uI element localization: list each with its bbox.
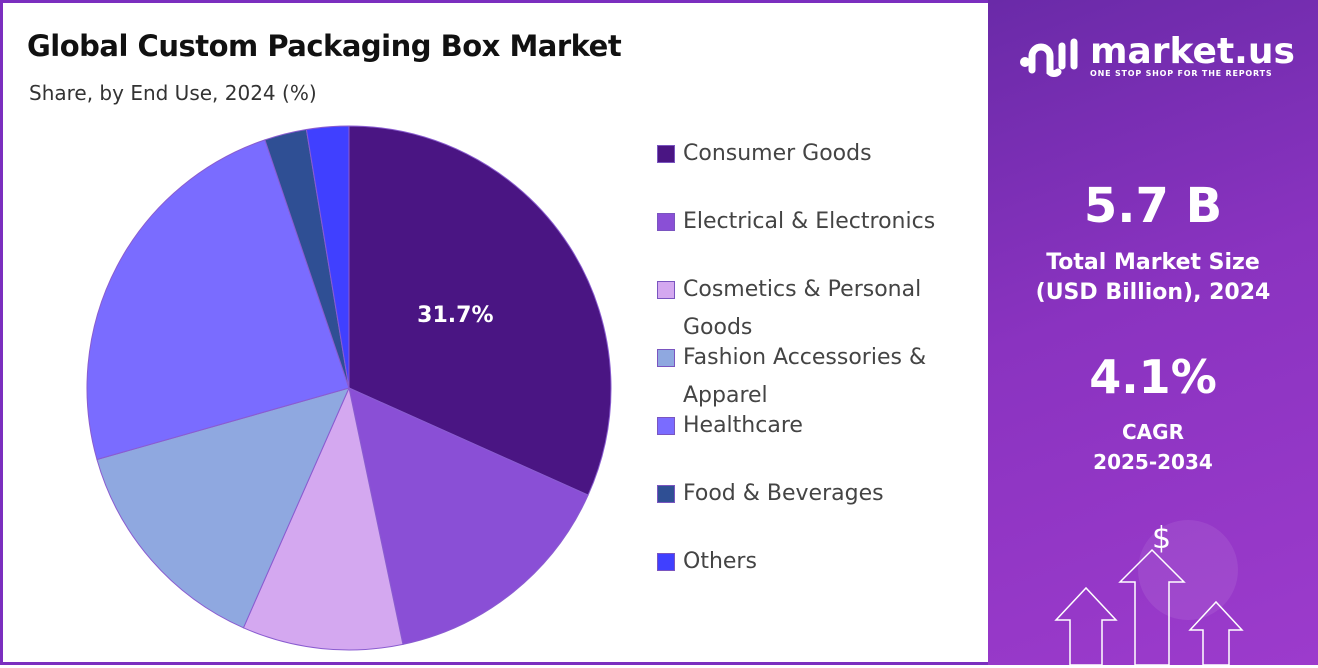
legend-item: Consumer Goods [657, 135, 872, 173]
legend-swatch [657, 281, 675, 299]
legend-label: Healthcare [683, 413, 803, 438]
market-us-logo-icon [1020, 38, 1078, 77]
legend-item: Cosmetics & Personal Goods [657, 271, 977, 347]
brand-tagline: ONE STOP SHOP FOR THE REPORTS [1090, 68, 1273, 78]
pie-slice-cosmetics-personal-goods [242, 386, 404, 651]
market-size-value: 5.7 B [1083, 178, 1223, 234]
pie-slice-consumer-goods [348, 125, 612, 496]
cagr-period: 2025-2034 [1093, 450, 1213, 474]
cagr-value: 4.1% [1089, 350, 1217, 404]
legend-label: Fashion Accessories & Apparel [683, 345, 927, 408]
market-size-unit: (USD Billion), 2024 [1035, 280, 1271, 305]
growth-arrows-icon: $ [1054, 520, 1244, 665]
legend-swatch [657, 349, 675, 367]
legend-item: Food & Beverages [657, 475, 884, 513]
legend-label: Food & Beverages [683, 481, 884, 506]
pie-chart: 31.7% [86, 125, 612, 651]
legend-item: Healthcare [657, 407, 803, 445]
brand-logo: market.us ONE STOP SHOP FOR THE REPORTS [1018, 32, 1295, 80]
legend-swatch [657, 417, 675, 435]
legend-swatch [657, 553, 675, 571]
legend-item: Electrical & Electronics [657, 203, 935, 241]
legend-label: Others [683, 549, 757, 574]
svg-text:$: $ [1152, 521, 1171, 556]
chart-title: Global Custom Packaging Box Market [27, 29, 622, 63]
pie-slice-others [305, 125, 350, 389]
legend-label: Cosmetics & Personal Goods [683, 277, 922, 340]
legend-swatch [657, 145, 675, 163]
legend-swatch [657, 485, 675, 503]
legend-item: Fashion Accessories & Apparel [657, 339, 977, 415]
stats-panel: market.us ONE STOP SHOP FOR THE REPORTS … [988, 0, 1318, 665]
legend-label: Consumer Goods [683, 141, 872, 166]
pie-slice-healthcare [86, 139, 350, 461]
data-label: 31.7% [417, 303, 493, 328]
legend-swatch [657, 213, 675, 231]
chart-subtitle: Share, by End Use, 2024 (%) [29, 81, 317, 105]
cagr-label: CAGR [1122, 420, 1184, 444]
chart-panel: Global Custom Packaging Box Market Share… [0, 0, 988, 665]
brand-name: market.us [1090, 30, 1295, 72]
pie-slice-fashion-accessories-apparel [96, 387, 350, 629]
legend-label: Electrical & Electronics [683, 209, 936, 234]
market-size-label: Total Market Size [1046, 250, 1260, 275]
legend-item: Others [657, 543, 757, 581]
pie-slice-electrical-electronics [348, 387, 589, 645]
